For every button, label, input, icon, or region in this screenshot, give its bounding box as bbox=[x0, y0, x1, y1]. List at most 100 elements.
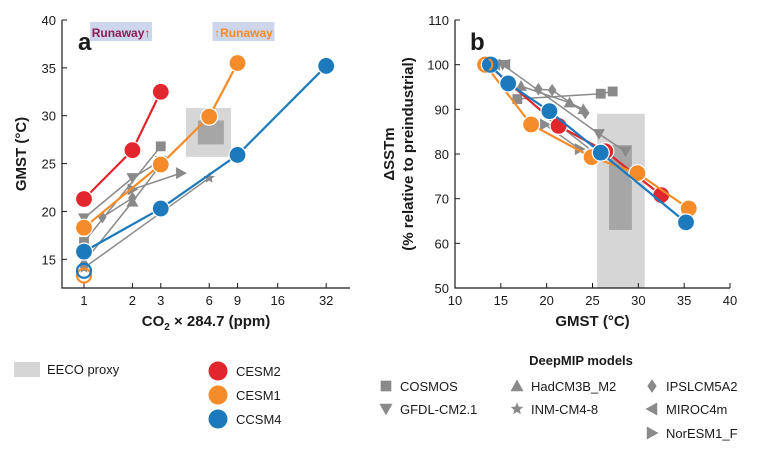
runaway-label: ↑Runaway bbox=[212, 22, 275, 41]
runaway-word: Runaway bbox=[220, 26, 273, 40]
x-tick-label: 3 bbox=[157, 293, 164, 308]
x-tick-label: 16 bbox=[271, 293, 285, 308]
x-tick-label: 20 bbox=[539, 293, 553, 308]
deepmip-point bbox=[126, 173, 139, 184]
series-ccsm4 bbox=[480, 55, 696, 232]
deepmip-point bbox=[499, 58, 511, 71]
legend-deepmip-label: INM-CM4-8 bbox=[531, 402, 598, 417]
data-point bbox=[317, 56, 336, 76]
y-tick-label: 60 bbox=[435, 236, 449, 251]
data-point bbox=[151, 155, 170, 174]
runaway-arrow-icon: ↑ bbox=[144, 26, 150, 40]
deepmip-point bbox=[592, 129, 605, 140]
x-tick-label: 25 bbox=[585, 293, 599, 308]
preindustrial-point bbox=[75, 267, 93, 284]
deepmip-line bbox=[132, 172, 182, 191]
panel-label-b: b bbox=[470, 29, 485, 56]
legend-ccsm4-icon bbox=[208, 409, 228, 429]
legend: EECO proxy CESM2 CESM1 CCSM4 DeepMIP models C… bbox=[14, 353, 738, 441]
legend-ccsm4-label: CCSM4 bbox=[236, 412, 282, 427]
y-tick-label: 35 bbox=[42, 61, 56, 76]
x-axis-title: CO2 × 284.7 (ppm) bbox=[142, 313, 271, 333]
preindustrial-point bbox=[477, 56, 494, 73]
panel-label-a: a bbox=[78, 29, 92, 56]
legend-cesm1-label: CESM1 bbox=[236, 388, 281, 403]
y-tick-label: 20 bbox=[42, 204, 56, 219]
x-axis-title: GMST (°C) bbox=[555, 313, 629, 330]
y-tick-label: 30 bbox=[42, 109, 56, 124]
data-point bbox=[123, 141, 142, 160]
deepmip-point bbox=[176, 167, 187, 180]
y-tick-label: 100 bbox=[427, 58, 449, 73]
deepmip-series-ipslcm5a2 bbox=[98, 191, 137, 224]
legend-deepmip-title: DeepMIP models bbox=[529, 353, 633, 368]
preindustrial-point bbox=[482, 56, 499, 73]
deepmip-point bbox=[534, 82, 543, 96]
x-tick-label: 9 bbox=[234, 293, 241, 308]
data-point bbox=[74, 242, 94, 261]
deepmip-series-cosmos bbox=[79, 141, 166, 247]
x-tick-label: 40 bbox=[723, 293, 737, 308]
legend-tri-right-icon bbox=[646, 426, 659, 440]
deepmip-point bbox=[155, 141, 166, 152]
y-tick-label: 50 bbox=[435, 281, 449, 296]
legend-deepmip-label: HadCM3B_M2 bbox=[531, 379, 616, 394]
series-cesm1 bbox=[74, 53, 247, 237]
deepmip-point bbox=[98, 210, 107, 224]
x-axis-title-sub: 2 bbox=[164, 322, 170, 333]
deepmip-line bbox=[83, 177, 210, 269]
legend-tri-up-icon bbox=[510, 379, 524, 392]
x-tick-label: 15 bbox=[494, 293, 508, 308]
y-tick-label: 70 bbox=[435, 192, 449, 207]
x-tick-label: 1 bbox=[80, 293, 87, 308]
deepmip-line bbox=[101, 197, 133, 218]
legend-tri-left-icon bbox=[645, 402, 658, 416]
data-point bbox=[540, 102, 559, 121]
series-line bbox=[83, 91, 162, 200]
data-point bbox=[676, 213, 696, 232]
deepmip-point bbox=[547, 83, 557, 97]
deepmip-series-ipslcm5a2 bbox=[534, 82, 590, 120]
y-axis-title-line1: ΔSSTm bbox=[381, 127, 398, 180]
deepmip-point bbox=[128, 191, 137, 205]
x-tick-label: 30 bbox=[631, 293, 645, 308]
deepmip-point bbox=[619, 146, 632, 158]
data-point bbox=[499, 74, 518, 93]
x-tick-label: 2 bbox=[129, 293, 136, 308]
legend-square-icon bbox=[380, 380, 392, 392]
y-tick-label: 25 bbox=[42, 157, 56, 172]
legend-cesm2-label: CESM2 bbox=[236, 364, 281, 379]
deepmip-point bbox=[127, 183, 139, 196]
deepmip-point bbox=[79, 237, 89, 247]
y-tick-label: 40 bbox=[42, 13, 56, 28]
data-point bbox=[74, 218, 94, 237]
legend-star-icon bbox=[510, 402, 524, 415]
legend-proxy-swatch bbox=[14, 362, 40, 377]
series-line bbox=[83, 62, 239, 229]
x-axis-title-suffix: × 284.7 (ppm) bbox=[170, 313, 270, 330]
legend-cesm2-icon bbox=[208, 361, 228, 381]
deepmip-line bbox=[83, 145, 162, 243]
data-point bbox=[74, 189, 94, 209]
preindustrial-point bbox=[75, 262, 93, 279]
data-point bbox=[151, 82, 170, 101]
runaway-label: Runaway↑ bbox=[90, 22, 153, 41]
legend-deepmip-label: NorESM1_F bbox=[666, 426, 738, 441]
y-axis-title-line2: (% relative to preindustrial) bbox=[400, 57, 417, 250]
deepmip-point bbox=[607, 86, 618, 97]
x-tick-label: 10 bbox=[448, 293, 462, 308]
legend-diamond-icon bbox=[647, 379, 657, 393]
legend-deepmip-label: MIROC4m bbox=[666, 402, 727, 417]
y-tick-label: 80 bbox=[435, 147, 449, 162]
deepmip-series-inm-cm4-8 bbox=[78, 171, 215, 273]
deepmip-series-noresm1_f bbox=[127, 167, 187, 196]
runaway-label-text: Runaway↑ bbox=[92, 26, 151, 40]
runaway-word: Runaway bbox=[92, 26, 145, 40]
legend-deepmip-label: GFDL-CM2.1 bbox=[400, 402, 477, 417]
data-point bbox=[521, 115, 541, 134]
runaway-label-bg bbox=[212, 22, 275, 41]
data-point bbox=[151, 199, 170, 218]
deepmip-series-cosmos bbox=[512, 86, 618, 104]
